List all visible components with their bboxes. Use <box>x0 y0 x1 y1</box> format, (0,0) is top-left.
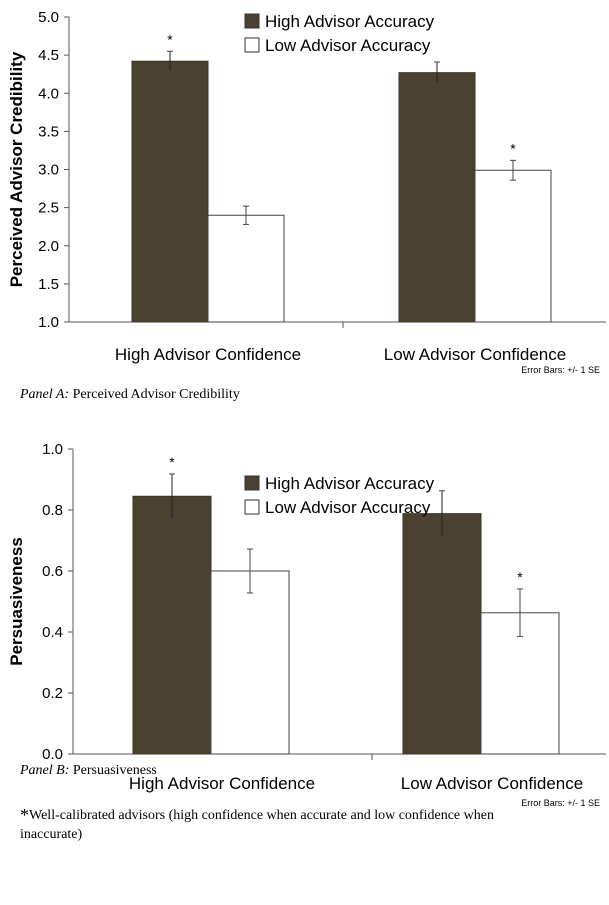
footnote-symbol: * <box>20 805 29 825</box>
y-tick-label: 1.0 <box>42 441 63 458</box>
y-tick-label: 4.5 <box>38 47 59 64</box>
y-tick-label: 0.8 <box>42 502 63 519</box>
y-tick-label: 1.5 <box>38 276 59 293</box>
y-tick-label: 3.0 <box>38 162 59 179</box>
legend-label-low-accuracy: Low Advisor Accuracy <box>265 498 431 517</box>
legend-label-high-accuracy: High Advisor Accuracy <box>265 474 435 493</box>
bar-high-accuracy <box>398 72 476 323</box>
bar-low-accuracy <box>207 214 285 323</box>
legend-swatch-low-accuracy <box>244 37 260 53</box>
caption-panel-a-title: Perceived Advisor Credibility <box>72 387 240 402</box>
legend-swatch-high-accuracy <box>244 13 260 29</box>
footnote: *Well-calibrated advisors (high confiden… <box>20 806 540 844</box>
bar-low-accuracy <box>474 169 552 323</box>
significance-marker: * <box>517 569 523 585</box>
x-category-label: Low Advisor Confidence <box>384 345 566 364</box>
y-axis-title: Perceived Advisor Credibility <box>7 51 26 287</box>
bar-low-accuracy <box>210 570 290 755</box>
y-tick-label: 0.6 <box>42 563 63 580</box>
y-tick-label: 3.5 <box>38 123 59 140</box>
chart-panel-a: 1.0 1.5 2.0 2.5 3.0 3.5 4.0 4.5 5.0 Perceived Adv… <box>7 9 606 375</box>
caption-panel-a: Panel A: Perceived Advisor Credibility <box>20 387 240 403</box>
x-category-label: High Advisor Confidence <box>129 774 315 793</box>
y-tick-label: 4.0 <box>38 85 59 102</box>
legend-swatch-low-accuracy <box>244 499 260 515</box>
error-bar-note: Error Bars: +/- 1 SE <box>521 365 600 375</box>
y-tick-label: 2.0 <box>38 238 59 255</box>
bar-high-accuracy <box>131 60 209 323</box>
caption-panel-a-label: Panel A: <box>20 387 70 402</box>
y-tick-label: 0.2 <box>42 685 63 702</box>
legend-label-low-accuracy: Low Advisor Accuracy <box>265 36 431 55</box>
bar-high-accuracy <box>132 495 212 755</box>
legend-swatch-high-accuracy <box>244 475 260 491</box>
error-bar-note: Error Bars: +/- 1 SE <box>521 798 600 808</box>
bar-high-accuracy <box>402 513 482 755</box>
y-tick-label: 0.4 <box>42 624 63 641</box>
y-axis-title: Persuasiveness <box>7 537 26 666</box>
y-tick-label: 5.0 <box>38 9 59 26</box>
significance-marker: * <box>510 140 516 156</box>
footnote-text: Well-calibrated advisors (high confidenc… <box>20 808 494 842</box>
significance-marker: * <box>167 31 173 47</box>
caption-panel-b-title: Persuasiveness <box>72 763 157 778</box>
y-tick-label: 0.0 <box>42 746 63 763</box>
caption-panel-b-label: Panel B: <box>20 763 70 778</box>
x-category-label: High Advisor Confidence <box>115 345 301 364</box>
chart-panel-b: 0.0 0.2 0.4 0.6 0.8 1.0 Persuasiveness * High Ad… <box>7 441 606 808</box>
y-tick-label: 1.0 <box>38 314 59 331</box>
significance-marker: * <box>169 454 175 470</box>
y-tick-label: 2.5 <box>38 200 59 217</box>
x-category-label: Low Advisor Confidence <box>401 774 583 793</box>
legend-label-high-accuracy: High Advisor Accuracy <box>265 12 435 31</box>
caption-panel-b: Panel B: Persuasiveness <box>20 763 157 779</box>
